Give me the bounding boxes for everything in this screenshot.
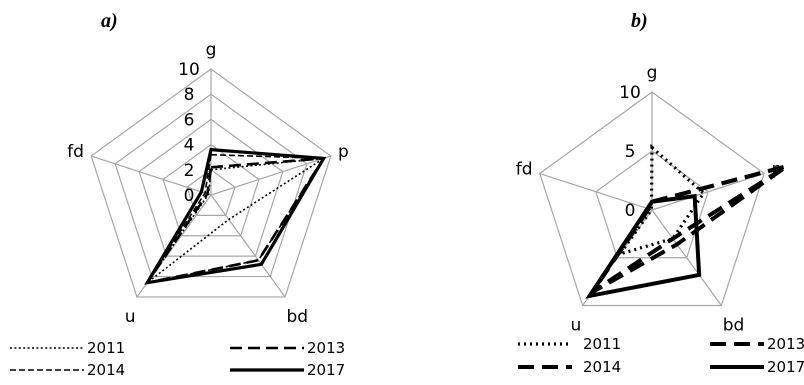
series-line-2011: [616, 143, 706, 257]
tick-label: 0: [625, 201, 636, 221]
grid-spoke: [210, 194, 286, 298]
axis-label-g: g: [206, 40, 217, 60]
legend-label-2014: 2014: [583, 358, 621, 376]
series-line-2014: [590, 164, 788, 294]
legend-label-2014: 2014: [87, 361, 125, 379]
axis-label-bd: bd: [286, 307, 308, 327]
chart-title: a): [101, 10, 118, 32]
axis-label-g: g: [647, 63, 658, 83]
grid-spoke: [651, 209, 722, 306]
legend-label-2011: 2011: [87, 339, 125, 357]
tick-label: 6: [184, 110, 195, 130]
grid-spoke: [210, 155, 332, 196]
grid-ring: [186, 169, 236, 216]
grid-spoke: [90, 155, 212, 196]
grid-spoke: [539, 172, 653, 211]
legend-label-2017: 2017: [307, 361, 345, 379]
chart-title: b): [631, 10, 648, 32]
legend-label-2013: 2013: [307, 339, 345, 357]
series-line-2013: [590, 164, 788, 294]
tick-label: 0: [184, 186, 195, 206]
tick-label: 2: [184, 161, 195, 181]
grid-ring: [162, 143, 260, 237]
axis-label-u: u: [570, 315, 581, 335]
tick-label: 8: [184, 85, 195, 105]
series-line-2017: [585, 193, 702, 299]
series-line-2017: [144, 147, 327, 285]
series-line-2014: [145, 153, 326, 284]
tick-label: 10: [619, 83, 641, 103]
series-line-2013: [144, 156, 327, 285]
grid-ring: [114, 93, 308, 278]
axis-label-u: u: [125, 307, 136, 327]
axis-label-bd: bd: [723, 315, 745, 335]
axis-label-p: p: [338, 142, 349, 162]
grid-spoke: [651, 172, 765, 211]
grid-ring: [90, 68, 332, 298]
grid-ring: [539, 91, 765, 307]
tick-label: 10: [178, 60, 200, 80]
tick-label: 5: [625, 142, 636, 162]
legend-label-2011: 2011: [583, 335, 621, 353]
axis-label-fd: fd: [67, 142, 84, 162]
axis-label-fd: fd: [516, 160, 533, 180]
legend-label-2013: 2013: [767, 335, 804, 353]
legend-label-2017: 2017: [767, 358, 804, 376]
tick-label: 4: [184, 136, 195, 156]
